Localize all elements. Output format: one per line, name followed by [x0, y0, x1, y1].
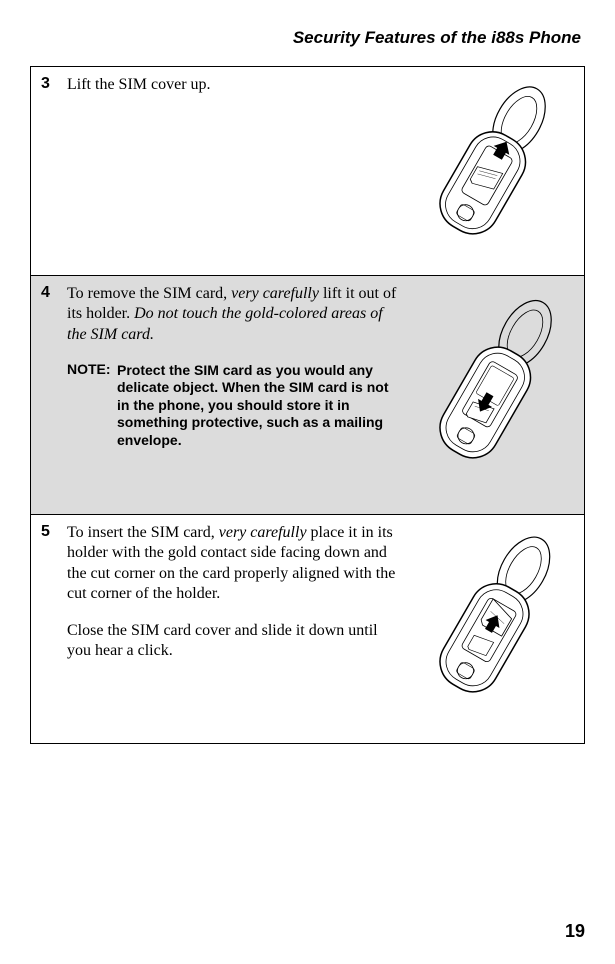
step-content: Lift the SIM cover up.	[67, 67, 584, 275]
page-number: 19	[565, 921, 585, 942]
step-text: To insert the SIM card, very carefully p…	[67, 523, 398, 735]
step-content: To remove the SIM card, very carefully l…	[67, 276, 584, 514]
step-content: To insert the SIM card, very carefully p…	[67, 515, 584, 743]
step-image	[406, 284, 576, 506]
page-header: Security Features of the i88s Phone	[30, 28, 585, 48]
step-row-3: 3 Lift the SIM cover up.	[31, 67, 584, 276]
step-number: 5	[31, 515, 67, 743]
step-note: NOTE: Protect the SIM card as you would …	[67, 361, 398, 449]
step-text: To remove the SIM card, very carefully l…	[67, 284, 398, 506]
step-number: 3	[31, 67, 67, 275]
phone-sim-remove-icon	[409, 286, 569, 506]
step-number: 4	[31, 276, 67, 514]
step-image	[406, 75, 576, 267]
steps-table: 3 Lift the SIM cover up.	[30, 66, 585, 744]
header-title: Security Features of the i88s Phone	[293, 28, 581, 47]
phone-sim-insert-icon	[409, 525, 569, 735]
phone-sim-cover-up-icon	[409, 77, 569, 267]
step-text: Lift the SIM cover up.	[67, 75, 398, 267]
step-image	[406, 523, 576, 735]
step-row-4: 4 To remove the SIM card, very carefully…	[31, 276, 584, 515]
step-row-5: 5 To insert the SIM card, very carefully…	[31, 515, 584, 743]
